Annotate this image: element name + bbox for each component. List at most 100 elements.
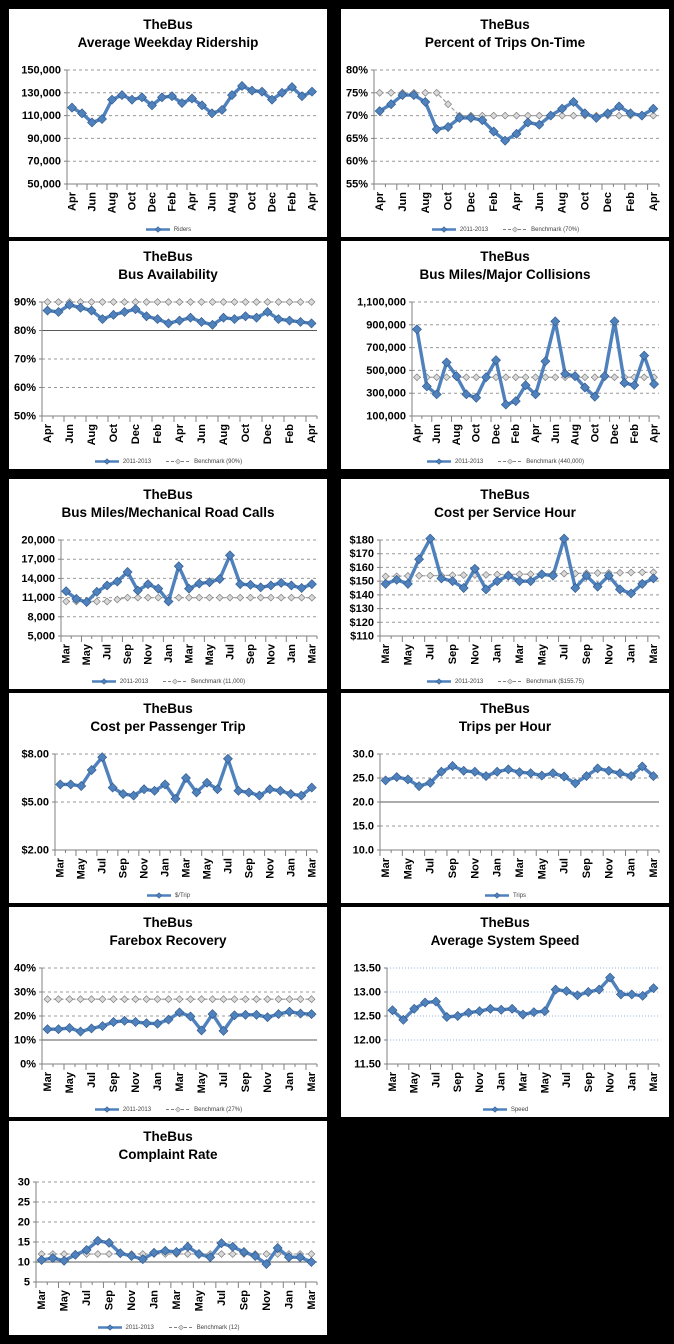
svg-text:Oct: Oct — [579, 192, 591, 211]
svg-text:Jan: Jan — [152, 1072, 164, 1091]
svg-text:Sep: Sep — [583, 1072, 595, 1092]
chart-title-app: TheBus — [143, 487, 193, 502]
svg-text:Sep: Sep — [452, 1072, 464, 1092]
chart-panel-complaint-rate: TheBus Complaint Rate 5 10 15 20 25 30 Mar May Ju… — [8, 1120, 328, 1336]
series-line — [61, 550, 317, 608]
svg-text:Jul: Jul — [102, 644, 114, 660]
legend-entry: Speed — [482, 1106, 528, 1113]
svg-text:$8.00: $8.00 — [21, 749, 49, 761]
trips-per-hour-legend: Trips — [341, 888, 669, 903]
svg-text:$180: $180 — [350, 535, 374, 547]
y-axis-labels: $110 $120 $130 $140$150 $160 $170$180 — [350, 535, 374, 643]
svg-text:Sep: Sep — [238, 1290, 250, 1310]
axis — [39, 301, 318, 422]
svg-text:Dec: Dec — [490, 424, 502, 444]
svg-text:10%: 10% — [14, 1035, 36, 1047]
svg-text:Jul: Jul — [425, 858, 437, 874]
svg-text:May: May — [402, 643, 414, 665]
svg-text:May: May — [196, 1071, 208, 1093]
svg-text:5,000: 5,000 — [27, 631, 55, 643]
chart-title: TheBus Complaint Rate — [9, 1121, 327, 1174]
svg-text:Apr: Apr — [307, 191, 319, 211]
svg-text:Jul: Jul — [216, 1290, 228, 1306]
svg-text:May: May — [201, 857, 213, 879]
svg-text:11.50: 11.50 — [354, 1059, 381, 1071]
svg-text:Feb: Feb — [152, 424, 164, 444]
y-axis-labels: 100,000 300,000 500,000 700,000 900,000 1,100… — [357, 297, 406, 423]
svg-text:Jul: Jul — [559, 858, 571, 874]
svg-text:Oct: Oct — [240, 424, 252, 443]
svg-text:Jan: Jan — [284, 1072, 296, 1091]
svg-text:Jul: Jul — [559, 644, 571, 660]
svg-text:Sep: Sep — [581, 644, 593, 664]
svg-text:Jul: Jul — [218, 1072, 230, 1088]
svg-text:Nov: Nov — [469, 857, 481, 879]
svg-text:Sep: Sep — [447, 858, 459, 878]
svg-text:Aug: Aug — [227, 192, 239, 213]
legend-benchmark-swatch — [166, 458, 191, 465]
svg-text:Jan: Jan — [626, 858, 638, 877]
chart-panel-system-speed: TheBus Average System Speed 11.50 12.00 12.… — [340, 906, 670, 1118]
svg-text:14,000: 14,000 — [21, 573, 55, 585]
svg-text:Nov: Nov — [603, 857, 615, 879]
svg-text:30%: 30% — [14, 987, 36, 999]
chart-title: TheBus Bus Availability — [9, 241, 327, 294]
ridership-plot: 50,000 70,000 90,000 110,000 130,000 150,000 A… — [21, 65, 319, 214]
series-line — [380, 761, 659, 792]
svg-text:Nov: Nov — [474, 1071, 486, 1093]
legend-label: Benchmark (90%) — [194, 458, 243, 465]
cost-passenger-trip-plot: $2.00 $5.00 $8.00 Mar May Jul Sep Nov Jan Mar May J… — [21, 749, 318, 880]
chart-title-metric: Percent of Trips On-Time — [424, 35, 586, 51]
svg-text:90,000: 90,000 — [27, 133, 61, 145]
legend-label: 2011-2013 — [125, 1324, 154, 1331]
benchmark-line — [43, 995, 316, 1004]
svg-text:Apr: Apr — [511, 191, 523, 211]
svg-text:Aug: Aug — [451, 424, 463, 445]
svg-text:$140: $140 — [350, 589, 374, 601]
svg-text:20.0: 20.0 — [353, 797, 374, 809]
legend-benchmark-swatch — [166, 1106, 191, 1113]
axis — [39, 967, 318, 1070]
legend-benchmark-swatch — [168, 1324, 193, 1331]
chart-title-app: TheBus — [143, 1129, 193, 1144]
svg-text:Apr: Apr — [67, 191, 79, 211]
svg-text:Jun: Jun — [87, 192, 99, 212]
svg-text:Nov: Nov — [264, 857, 276, 879]
chart-title-app: TheBus — [143, 915, 193, 930]
svg-text:Sep: Sep — [447, 644, 459, 664]
svg-text:15.0: 15.0 — [353, 821, 374, 833]
legend-entry: 2011-2013 — [94, 458, 151, 465]
svg-text:Jul: Jul — [430, 1072, 442, 1088]
svg-text:Aug: Aug — [420, 192, 432, 213]
ridership-legend: Riders — [9, 222, 327, 237]
legend-entry: Benchmark (11,000) — [162, 678, 245, 685]
chart-title-app: TheBus — [480, 249, 530, 264]
legend-label: Trips — [512, 892, 527, 899]
complaint-rate-legend: 2011-2013 Benchmark (12) — [9, 1320, 327, 1335]
chart-panel-ridership: TheBus Average Weekday Ridership 50,000 70… — [8, 8, 328, 238]
svg-text:Nov: Nov — [469, 643, 481, 665]
svg-text:Sep: Sep — [118, 858, 130, 878]
chart-title: TheBus Bus Miles/Mechanical Road Calls — [9, 479, 327, 532]
svg-text:Jan: Jan — [492, 858, 504, 877]
benchmark-line — [62, 593, 316, 606]
svg-text:Jul: Jul — [561, 1072, 573, 1088]
gridlines — [42, 301, 317, 388]
svg-text:$170: $170 — [350, 548, 374, 560]
svg-text:Mar: Mar — [181, 857, 193, 877]
availability-plot: 50%60%70%80%90%Apr Jun Aug Oct Dec Feb Apr Jun A… — [14, 297, 318, 446]
svg-text:700,000: 700,000 — [366, 342, 406, 354]
svg-text:Sep: Sep — [245, 644, 257, 664]
legend-entry: 2011-2013 — [94, 1106, 151, 1113]
svg-text:Nov: Nov — [130, 1071, 142, 1093]
svg-text:Mar: Mar — [36, 1289, 48, 1309]
legend-label: Speed — [510, 1106, 529, 1113]
svg-text:May: May — [402, 857, 414, 879]
svg-text:25: 25 — [18, 1197, 30, 1209]
svg-text:80%: 80% — [346, 65, 368, 77]
svg-text:Oct: Oct — [589, 424, 601, 443]
svg-text:Feb: Feb — [629, 424, 641, 444]
svg-text:Mar: Mar — [184, 643, 196, 663]
chart-title-app: TheBus — [143, 249, 193, 264]
legend-series-swatch — [427, 458, 452, 465]
